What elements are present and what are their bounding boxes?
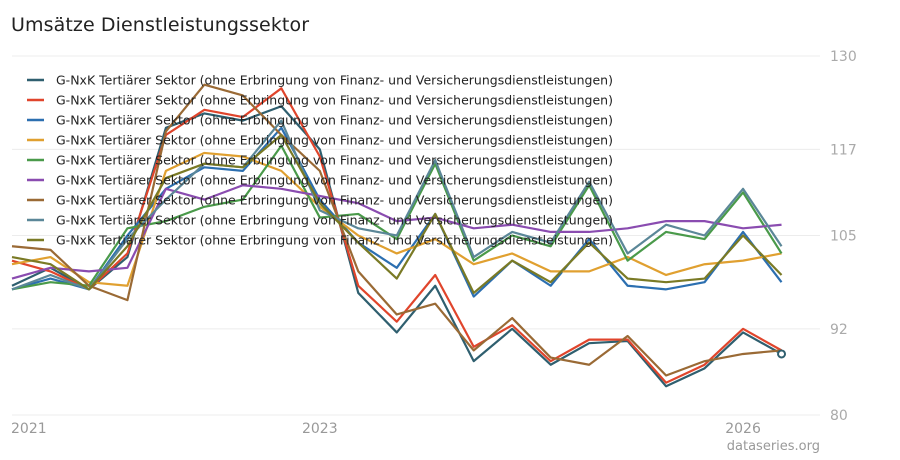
legend: G-NxK Tertiärer Sektor (ohne Erbringung … bbox=[27, 73, 613, 248]
legend-item[interactable]: G-NxK Tertiärer Sektor (ohne Erbringung … bbox=[27, 93, 613, 108]
series-lines bbox=[11, 83, 787, 388]
legend-label: G-NxK Tertiärer Sektor (ohne Erbringung … bbox=[56, 193, 613, 208]
y-axis-ticks: 80 92 105 117 130 bbox=[830, 49, 857, 424]
series-line bbox=[11, 126, 783, 298]
x-tick-label: 2023 bbox=[302, 421, 338, 437]
legend-item[interactable]: G-NxK Tertiärer Sektor (ohne Erbringung … bbox=[27, 233, 613, 248]
legend-label: G-NxK Tertiärer Sektor (ohne Erbringung … bbox=[56, 233, 613, 248]
legend-label: G-NxK Tertiärer Sektor (ohne Erbringung … bbox=[56, 153, 613, 168]
legend-item[interactable]: G-NxK Tertiärer Sektor (ohne Erbringung … bbox=[27, 73, 613, 88]
x-tick-label: 2021 bbox=[11, 421, 47, 437]
legend-label: G-NxK Tertiärer Sektor (ohne Erbringung … bbox=[56, 73, 613, 88]
series-line bbox=[11, 87, 783, 384]
legend-item[interactable]: G-NxK Tertiärer Sektor (ohne Erbringung … bbox=[27, 133, 613, 148]
last-point-marker bbox=[777, 349, 787, 359]
legend-label: G-NxK Tertiärer Sektor (ohne Erbringung … bbox=[56, 173, 613, 188]
legend-label: G-NxK Tertiärer Sektor (ohne Erbringung … bbox=[56, 113, 613, 128]
legend-item[interactable]: G-NxK Tertiärer Sektor (ohne Erbringung … bbox=[27, 193, 613, 208]
y-tick-label: 130 bbox=[830, 49, 857, 65]
legend-item[interactable]: G-NxK Tertiärer Sektor (ohne Erbringung … bbox=[27, 153, 613, 168]
legend-label: G-NxK Tertiärer Sektor (ohne Erbringung … bbox=[56, 93, 613, 108]
legend-item[interactable]: G-NxK Tertiärer Sektor (ohne Erbringung … bbox=[27, 173, 613, 188]
x-axis-ticks: 2021 2023 2026 bbox=[11, 421, 761, 437]
y-tick-label: 80 bbox=[830, 408, 848, 424]
y-tick-label: 117 bbox=[830, 142, 857, 158]
legend-label: G-NxK Tertiärer Sektor (ohne Erbringung … bbox=[56, 213, 613, 228]
legend-label: G-NxK Tertiärer Sektor (ohne Erbringung … bbox=[56, 133, 613, 148]
chart-title: Umsätze Dienstleistungssektor bbox=[11, 14, 310, 36]
x-tick-label: 2026 bbox=[725, 421, 761, 437]
series-line bbox=[11, 119, 783, 291]
legend-item[interactable]: G-NxK Tertiärer Sektor (ohne Erbringung … bbox=[27, 113, 613, 128]
source-credit: dataseries.org bbox=[726, 439, 820, 454]
series-line bbox=[11, 83, 782, 377]
y-tick-label: 105 bbox=[830, 229, 857, 245]
legend-item[interactable]: G-NxK Tertiärer Sektor (ohne Erbringung … bbox=[27, 213, 613, 228]
series-line bbox=[11, 133, 783, 295]
y-tick-label: 92 bbox=[830, 322, 848, 338]
